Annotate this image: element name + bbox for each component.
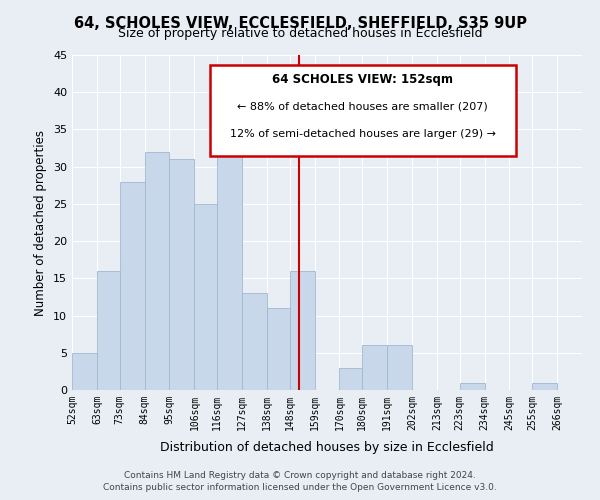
- Bar: [217, 130, 242, 390]
- Bar: [340, 368, 362, 390]
- Bar: [532, 382, 557, 390]
- Bar: [460, 382, 485, 390]
- Bar: [290, 271, 314, 390]
- Bar: [194, 204, 217, 390]
- FancyBboxPatch shape: [210, 65, 516, 156]
- Text: ← 88% of detached houses are smaller (207): ← 88% of detached houses are smaller (20…: [238, 102, 488, 112]
- Text: Size of property relative to detached houses in Ecclesfield: Size of property relative to detached ho…: [118, 28, 482, 40]
- Y-axis label: Number of detached properties: Number of detached properties: [34, 130, 47, 316]
- Bar: [242, 293, 267, 390]
- Bar: [387, 346, 412, 390]
- Bar: [72, 353, 97, 390]
- Bar: [145, 152, 169, 390]
- Text: 64 SCHOLES VIEW: 152sqm: 64 SCHOLES VIEW: 152sqm: [272, 74, 453, 86]
- Bar: [97, 271, 119, 390]
- Bar: [267, 308, 290, 390]
- Text: Contains HM Land Registry data © Crown copyright and database right 2024.
Contai: Contains HM Land Registry data © Crown c…: [103, 471, 497, 492]
- Bar: [362, 346, 387, 390]
- X-axis label: Distribution of detached houses by size in Ecclesfield: Distribution of detached houses by size …: [160, 441, 494, 454]
- Text: 64, SCHOLES VIEW, ECCLESFIELD, SHEFFIELD, S35 9UP: 64, SCHOLES VIEW, ECCLESFIELD, SHEFFIELD…: [74, 16, 527, 31]
- Bar: [119, 182, 145, 390]
- Text: 12% of semi-detached houses are larger (29) →: 12% of semi-detached houses are larger (…: [230, 128, 496, 138]
- Bar: [169, 159, 194, 390]
